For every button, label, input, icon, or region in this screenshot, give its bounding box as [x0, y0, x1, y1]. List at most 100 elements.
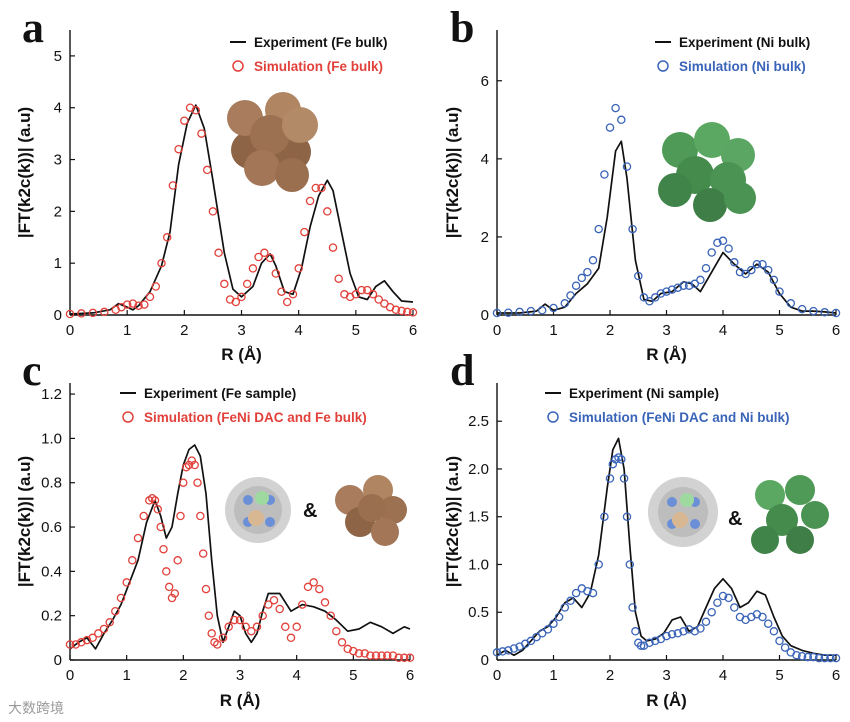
simulation-marker — [349, 646, 358, 656]
simulation-marker — [190, 460, 199, 470]
simulation-marker — [116, 593, 126, 603]
x-tick-label: 6 — [832, 667, 840, 684]
simulation-marker — [140, 300, 149, 309]
simulation-marker — [631, 627, 640, 636]
x-tick-label: 6 — [409, 322, 417, 339]
simulation-marker — [179, 478, 188, 487]
simulation-marker — [769, 275, 779, 285]
simulation-marker — [334, 274, 343, 283]
simulation-marker — [323, 207, 332, 216]
simulation-marker — [617, 115, 626, 125]
simulation-marker — [269, 595, 279, 605]
simulation-marker — [191, 106, 201, 115]
simulation-marker — [628, 224, 637, 234]
simulation-marker — [167, 593, 177, 603]
simulation-marker — [673, 629, 683, 638]
simulation-marker — [684, 625, 694, 634]
simulation-marker — [735, 267, 745, 277]
simulation-marker — [792, 650, 801, 660]
simulation-marker — [724, 244, 733, 253]
legend-entry-simulation-a: Simulation (Fe bulk) — [254, 59, 383, 74]
simulation-marker — [391, 305, 401, 315]
simulation-marker — [368, 290, 378, 299]
y-tick-label: 1.5 — [468, 509, 489, 526]
simulation-marker — [388, 651, 398, 660]
simulation-marker — [286, 633, 296, 643]
simulation-marker — [622, 512, 632, 521]
x-axis-label-b: R (Å) — [646, 345, 687, 364]
simulation-marker — [636, 641, 646, 650]
simulation-marker — [328, 243, 338, 252]
simulation-marker — [128, 299, 138, 308]
fe-ni-dac-illustration-c — [225, 477, 291, 543]
x-tick-label: 6 — [406, 667, 414, 684]
simulation-marker — [549, 303, 558, 313]
simulation-marker — [701, 617, 711, 627]
simulation-marker — [180, 116, 189, 125]
x-tick-label: 0 — [493, 322, 501, 339]
simulation-marker — [763, 265, 773, 275]
simulation-marker — [809, 306, 818, 316]
simulation-marker — [537, 629, 547, 638]
legend-entry-experiment-c: Experiment (Fe sample) — [144, 386, 296, 401]
simulation-marker — [549, 619, 558, 628]
simulation-marker — [656, 289, 666, 298]
simulation-marker — [230, 615, 239, 625]
simulation-marker — [560, 299, 570, 308]
simulation-marker — [237, 292, 246, 302]
simulation-marker — [696, 624, 705, 633]
simulation-marker — [294, 264, 303, 273]
simulation-marker — [271, 269, 281, 278]
simulation-marker — [162, 233, 172, 242]
simulation-marker — [504, 308, 513, 317]
panel-label-a: a — [22, 3, 44, 52]
simulation-marker — [134, 301, 143, 310]
simulation-marker — [400, 653, 409, 663]
simulation-marker — [826, 653, 835, 663]
simulation-marker — [357, 285, 366, 295]
simulation-marker — [159, 544, 168, 554]
simulation-marker — [619, 474, 629, 483]
simulation-marker — [145, 292, 155, 302]
simulation-marker — [605, 123, 615, 132]
simulation-marker — [214, 248, 223, 258]
x-tick-label: 2 — [606, 322, 614, 339]
simulation-marker — [198, 549, 208, 558]
simulation-marker — [265, 253, 275, 263]
x-tick-label: 1 — [549, 322, 557, 339]
legend-entry-simulation-b: Simulation (Ni bulk) — [679, 59, 806, 74]
simulation-marker — [634, 271, 643, 281]
simulation-marker — [184, 460, 194, 470]
x-tick-label: 3 — [662, 667, 670, 684]
legend-entry-experiment-d: Experiment (Ni sample) — [569, 386, 719, 401]
simulation-marker — [88, 308, 98, 318]
simulation-marker — [831, 653, 841, 663]
x-tick-label: 4 — [292, 667, 300, 684]
simulation-marker — [713, 598, 722, 607]
simulation-marker — [139, 511, 148, 521]
simulation-marker — [305, 196, 315, 206]
simulation-marker — [820, 653, 829, 663]
x-tick-label: 4 — [719, 322, 727, 339]
simulation-marker — [730, 258, 739, 267]
simulation-marker — [371, 651, 381, 660]
ni-bulk-cluster-illustration-b — [658, 122, 756, 222]
chart-panel-c: 0 1 2 3 4 5 6 0 0.2 0.4 0.6 0.8 1.0 1.2 R (Å) |FT(k2c(k… — [15, 383, 415, 710]
simulation-marker — [537, 306, 547, 315]
x-tick-label: 3 — [237, 322, 245, 339]
simulation-marker — [758, 259, 767, 269]
y-tick-label: 2.5 — [468, 413, 489, 430]
simulation-marker — [724, 593, 733, 603]
x-tick-label: 0 — [66, 322, 74, 339]
x-tick-label: 4 — [294, 322, 302, 339]
watermark: 大数跨境 — [8, 700, 64, 716]
panel-label-d: d — [450, 346, 474, 395]
simulation-marker — [752, 259, 762, 269]
simulation-marker — [566, 596, 575, 606]
simulation-marker — [394, 653, 403, 663]
simulation-marker — [600, 170, 609, 179]
simulation-marker — [605, 474, 615, 483]
simulation-marker — [617, 455, 626, 464]
simulation-marker — [820, 308, 829, 317]
simulation-marker — [679, 281, 688, 290]
